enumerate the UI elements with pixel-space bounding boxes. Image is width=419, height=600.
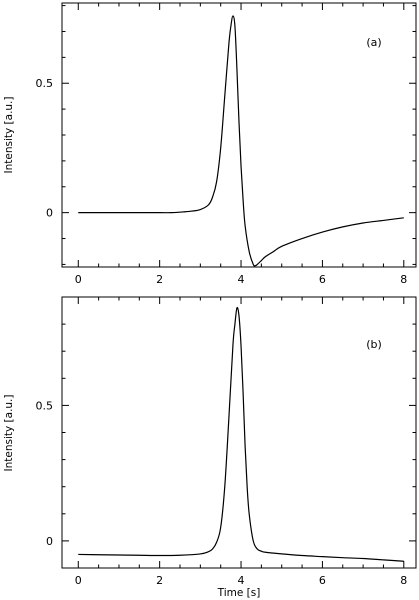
panel-a: 0 2 4 6 8 0 0.5 Intensity [a.u.] (a) bbox=[3, 2, 417, 286]
x-axis-label: Time [s] bbox=[217, 587, 261, 599]
x-tick-label-b-1: 2 bbox=[156, 574, 163, 587]
panel-label-b: (b) bbox=[366, 338, 382, 351]
x-tick-label-b-4: 8 bbox=[400, 574, 407, 587]
panel-b: 0 2 4 6 8 0 0.5 Intensity [a.u.] (b) Time [s] bbox=[3, 296, 417, 599]
x-tick-label-b-2: 4 bbox=[238, 574, 245, 587]
y-tick-label-b-1: 0.5 bbox=[36, 399, 54, 412]
plot-frame-b bbox=[61, 296, 417, 569]
y-tick-label-b-0: 0 bbox=[46, 535, 53, 548]
x-tick-label-a-2: 4 bbox=[238, 273, 245, 286]
axis-ticks-b bbox=[62, 296, 416, 569]
x-tick-label-b-0: 0 bbox=[75, 574, 82, 587]
x-tick-label-b-3: 6 bbox=[319, 574, 326, 587]
y-axis-label-a: Intensity [a.u.] bbox=[3, 97, 15, 174]
series-line-b bbox=[78, 306, 404, 562]
axis-ticks-a bbox=[62, 3, 416, 267]
series-line-a bbox=[78, 15, 404, 267]
axis-tick-labels-a: 0 2 4 6 8 0 0.5 bbox=[36, 77, 408, 286]
y-tick-label-a-0: 0 bbox=[46, 207, 53, 220]
y-axis-label-b: Intensity [a.u.] bbox=[3, 395, 15, 472]
axis-tick-labels-b: 0 2 4 6 8 0 0.5 bbox=[36, 399, 408, 587]
x-tick-label-a-3: 6 bbox=[319, 273, 326, 286]
panel-label-a: (a) bbox=[366, 36, 381, 49]
x-tick-label-a-1: 2 bbox=[156, 273, 163, 286]
y-tick-label-a-1: 0.5 bbox=[36, 77, 54, 90]
x-tick-label-a-0: 0 bbox=[75, 273, 82, 286]
x-tick-label-a-4: 8 bbox=[400, 273, 407, 286]
